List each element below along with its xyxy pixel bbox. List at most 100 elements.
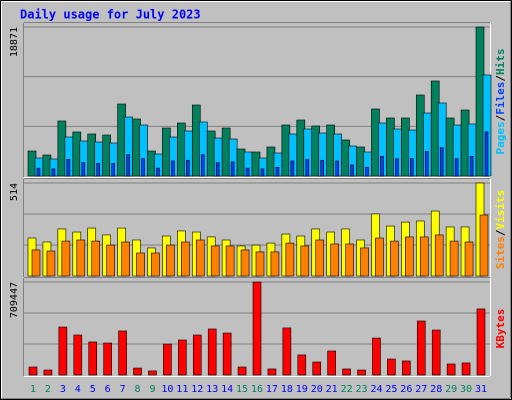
- bar: [315, 239, 325, 277]
- legend-entry: Hits: [494, 49, 507, 76]
- bar: [192, 334, 202, 376]
- bar: [200, 154, 205, 177]
- bar: [267, 368, 277, 376]
- y-tick-label: 514: [9, 183, 20, 201]
- x-tick-label: 20: [311, 384, 323, 395]
- bar: [380, 155, 384, 177]
- bar: [484, 131, 489, 177]
- bar: [81, 162, 86, 177]
- bar: [73, 334, 83, 376]
- bar: [148, 370, 157, 376]
- bar: [252, 281, 262, 376]
- bar: [195, 239, 205, 277]
- bar: [405, 236, 414, 277]
- bar: [469, 155, 474, 177]
- legend-entry: KBytes: [494, 309, 507, 349]
- bar: [237, 366, 247, 376]
- x-tick-label: 30: [460, 384, 472, 395]
- x-tick-label: 26: [400, 384, 412, 395]
- legend-entry: Pages: [494, 121, 507, 154]
- bar: [126, 154, 130, 177]
- x-tick-label: 13: [206, 384, 218, 395]
- x-tick-label: 5: [90, 384, 96, 395]
- x-tick-label: 8: [135, 384, 141, 395]
- bar: [357, 369, 366, 376]
- x-tick-label: 12: [191, 384, 203, 395]
- bar: [51, 168, 56, 177]
- x-tick-label: 21: [326, 384, 338, 395]
- bar: [476, 308, 486, 376]
- bar: [365, 167, 369, 177]
- bar: [186, 159, 190, 177]
- chart-title: Daily usage for July 2023: [20, 8, 201, 22]
- bar: [461, 362, 471, 376]
- bar: [416, 320, 426, 376]
- bar: [300, 245, 310, 277]
- x-tick-label: 6: [105, 384, 111, 395]
- bar: [118, 330, 127, 376]
- bar: [88, 341, 98, 376]
- bar: [111, 163, 115, 177]
- x-tick-label: 7: [120, 384, 126, 395]
- x-tick-label: 14: [221, 384, 233, 395]
- bar: [76, 239, 86, 277]
- bar: [297, 354, 307, 376]
- x-tick-label: 31: [475, 384, 487, 395]
- bar: [320, 159, 325, 177]
- bar: [106, 244, 115, 277]
- bar: [454, 158, 459, 177]
- x-tick-label: 24: [370, 384, 382, 395]
- bar: [222, 332, 232, 376]
- bar: [207, 328, 217, 376]
- bar: [419, 236, 429, 277]
- bar: [225, 245, 235, 277]
- bar: [255, 251, 265, 277]
- bar: [431, 329, 441, 376]
- bar: [345, 243, 354, 277]
- bar: [46, 250, 56, 277]
- bar: [434, 234, 444, 277]
- bar: [282, 327, 292, 376]
- bar: [133, 367, 142, 376]
- x-tick-label: 29: [445, 384, 457, 395]
- bar: [290, 160, 295, 177]
- bar: [270, 251, 280, 277]
- legend: Pages/Files/Hits: [494, 49, 507, 155]
- bar: [479, 214, 489, 277]
- y-tick-label: 18871: [9, 27, 20, 57]
- bar: [136, 252, 145, 277]
- bar: [58, 326, 68, 376]
- x-tick-label: 9: [149, 384, 155, 395]
- bar: [66, 159, 71, 177]
- bar: [91, 240, 101, 277]
- legend-entry: Sites: [494, 236, 507, 269]
- bar: [375, 237, 384, 277]
- legend: KBytes: [494, 309, 507, 349]
- bar: [342, 368, 351, 376]
- x-tick-label: 17: [266, 384, 278, 395]
- x-tick-label: 16: [251, 384, 263, 395]
- bar: [245, 167, 250, 177]
- bar: [151, 252, 160, 277]
- bar: [305, 159, 310, 177]
- bar: [61, 240, 71, 277]
- bar: [387, 358, 396, 376]
- bar: [96, 163, 101, 177]
- bar: [402, 360, 411, 376]
- x-tick-label: 11: [176, 384, 188, 395]
- legend-separator: /: [494, 114, 507, 121]
- x-tick-label: 19: [296, 384, 308, 395]
- x-tick-label: 15: [236, 384, 248, 395]
- x-tick-label: 10: [161, 384, 173, 395]
- bar: [372, 337, 381, 376]
- bar: [240, 249, 250, 277]
- bar: [156, 167, 160, 177]
- bar: [424, 151, 429, 177]
- bar: [215, 162, 220, 177]
- x-tick-label: 22: [341, 384, 353, 395]
- bar: [171, 160, 175, 177]
- bar: [166, 244, 175, 277]
- bar: [178, 339, 187, 376]
- bar: [181, 241, 190, 277]
